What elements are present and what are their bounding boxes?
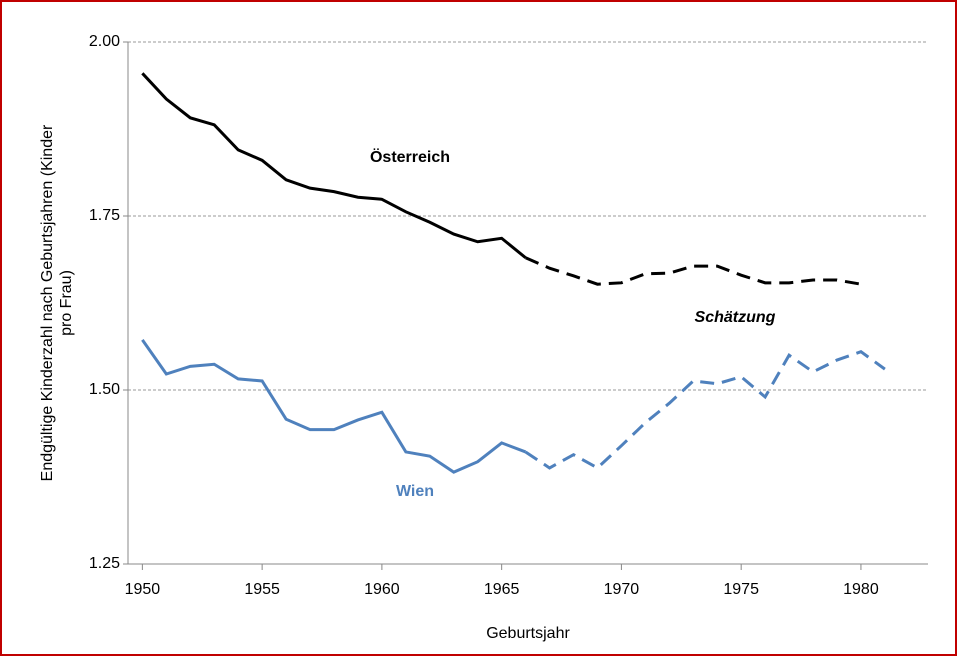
y-axis-label-line: pro Frau) [58, 270, 75, 336]
series-label: Wien [396, 483, 434, 500]
x-tick-label: 1965 [484, 581, 520, 598]
x-axis-label: Geburtsjahr [486, 625, 570, 642]
y-axis-label-line: Endgültige Kinderzahl nach Geburtsjahren… [39, 124, 56, 481]
annotation: Schätzung [695, 309, 776, 326]
series-label: Österreich [370, 147, 450, 166]
y-axis-label: Endgültige Kinderzahl nach Geburtsjahren… [39, 124, 75, 481]
y-tick-label: 1.75 [89, 207, 120, 224]
series-line [141, 72, 527, 259]
series-line [524, 350, 886, 470]
x-tick-label: 1950 [125, 581, 161, 598]
x-tick-label: 1960 [364, 581, 400, 598]
y-tick-label: 1.25 [89, 555, 120, 572]
x-tick-label: 1975 [723, 581, 759, 598]
x-tick-label: 1955 [244, 581, 280, 598]
x-tick-label: 1970 [604, 581, 640, 598]
y-tick-label: 1.50 [89, 381, 120, 398]
series-line [525, 256, 862, 286]
x-tick-label: 1980 [843, 581, 879, 598]
series-line [141, 339, 527, 474]
y-tick-label: 2.00 [89, 33, 120, 50]
